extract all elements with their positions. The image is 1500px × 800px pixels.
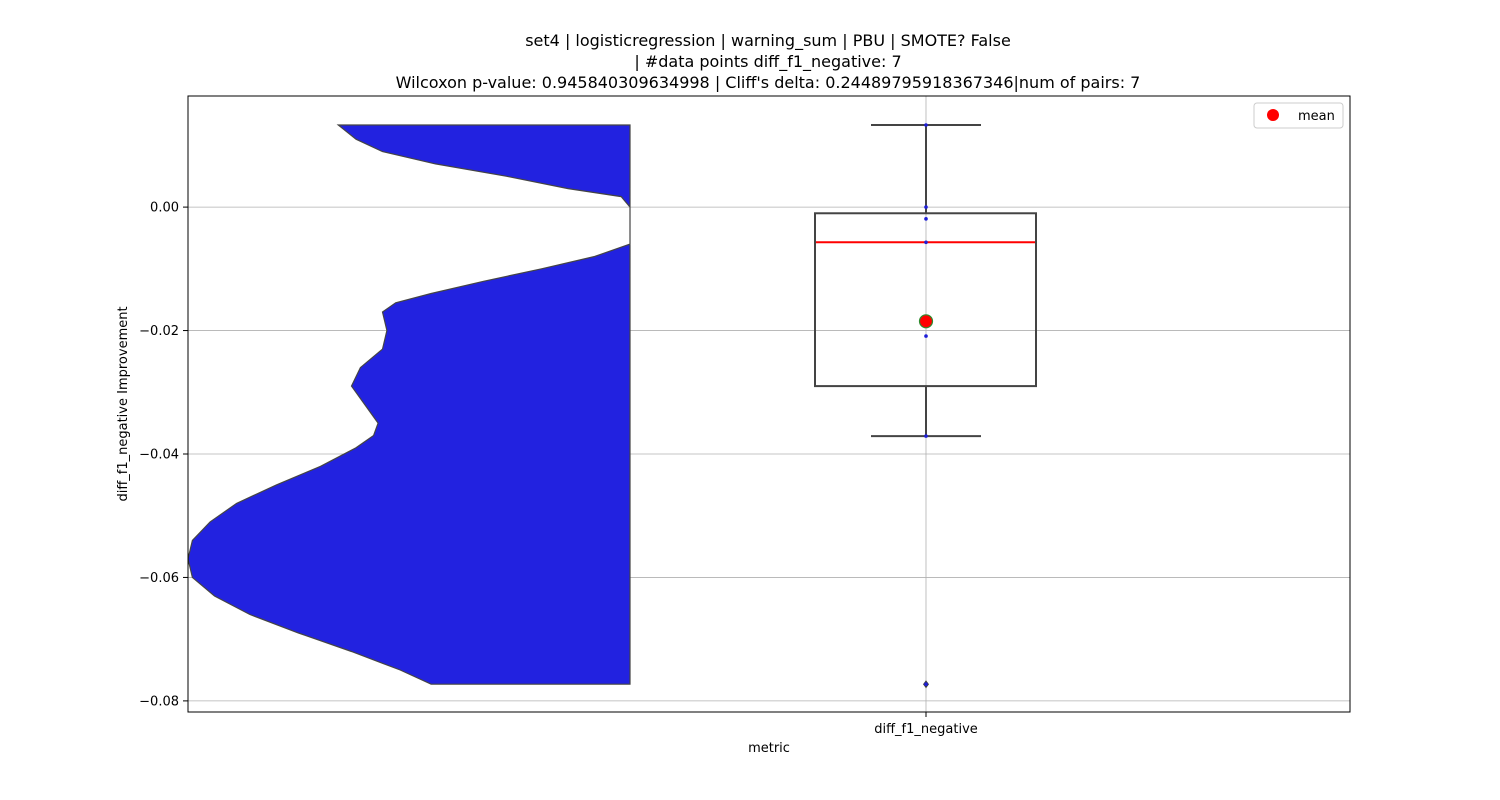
y-axis-label: diff_f1_negative Improvement [116,306,131,501]
legend-label-mean: mean [1298,109,1335,124]
data-point [924,240,928,245]
y-tick-label: −0.06 [139,571,179,586]
data-point [924,334,928,338]
x-axis: diff_f1_negative [874,712,978,737]
y-axis: 0.00 −0.02 −0.04 −0.06 −0.08 [139,201,188,709]
y-tick-label: −0.04 [139,447,179,462]
y-tick-label: −0.08 [139,694,179,709]
legend-marker-mean [1267,109,1279,121]
mean-marker [918,314,934,329]
x-axis-label: metric [748,741,790,756]
data-point [924,434,928,438]
y-tick-label: −0.02 [139,324,179,339]
data-point [924,123,928,127]
data-point [924,682,928,687]
box-iqr [814,212,1037,388]
data-point [924,205,928,209]
violin-shape [188,124,631,685]
legend-box [1253,102,1344,129]
title-line-2: | #data points diff_f1_negative: 7 [634,52,901,72]
x-tick-label: diff_f1_negative [874,722,978,737]
chart-title: set4 | logisticregression | warning_sum … [396,31,1141,92]
data-points [924,123,928,687]
boxplot [814,124,1037,689]
title-line-1: set4 | logisticregression | warning_sum … [525,31,1011,51]
y-tick-label: 0.00 [150,201,179,216]
title-line-3: Wilcoxon p-value: 0.945840309634998 | Cl… [396,73,1141,92]
data-point [924,217,928,221]
legend: mean [1253,102,1344,129]
violin [188,124,631,685]
plot-frame [187,95,1351,713]
